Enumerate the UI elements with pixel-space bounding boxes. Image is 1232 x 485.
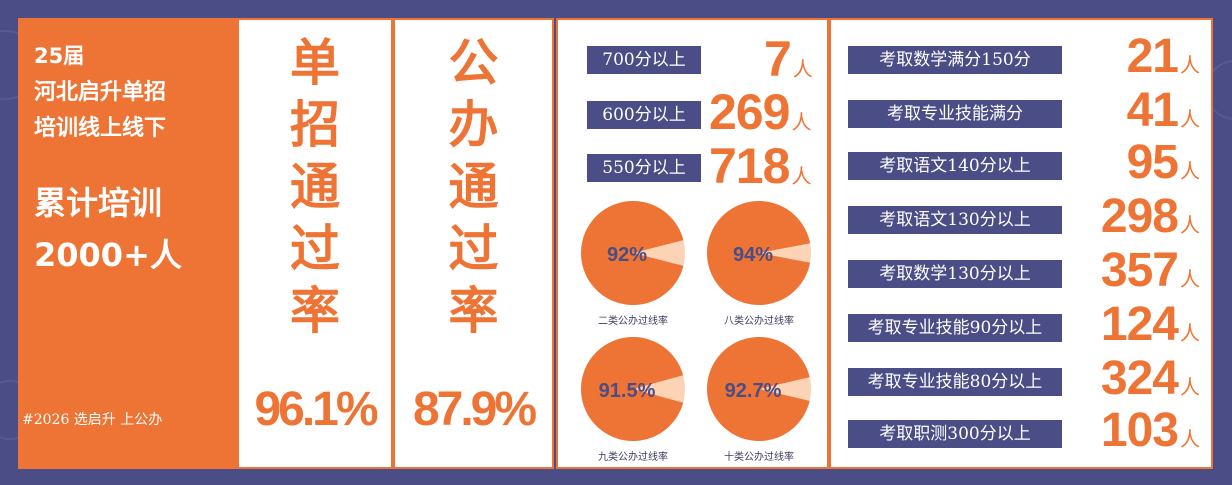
single-recruit-rate: 96.1%: [254, 383, 378, 436]
pie-main-slice: [581, 201, 684, 305]
achievement-tag: 考取语文130分以上: [848, 206, 1062, 234]
school-name: 河北启升单招: [34, 80, 167, 105]
title-char: 招: [290, 96, 340, 154]
pie-main-slice: [707, 337, 810, 441]
pie-label: 92%: [607, 244, 647, 266]
achievement-count: 298 人: [1100, 190, 1200, 243]
achievement-count: 124 人: [1100, 298, 1200, 351]
pie-caption: 九类公办过线率: [598, 452, 668, 463]
pie-caption: 二类公办过线率: [598, 316, 668, 327]
score-tag: 600分以上: [587, 101, 701, 129]
achievement-count: 95 人: [1126, 136, 1200, 189]
title-char: 率: [290, 282, 340, 340]
achievement-count: 324 人: [1100, 352, 1200, 405]
pie-chart-2: 92% 二类公办过线率: [578, 200, 688, 327]
title-char: 通: [448, 158, 499, 216]
achievement-count: 357 人: [1100, 244, 1200, 297]
achievement-count: 21 人: [1126, 30, 1200, 83]
intro-panel: [18, 18, 237, 469]
pie-caption: 八类公办过线率: [724, 316, 794, 327]
achievement-tag: 考取数学满分150分: [848, 46, 1062, 74]
public-school-panel: 公 办 通 过 率 87.9%: [393, 18, 554, 469]
pie-chart-10: 92.7% 十类公办过线率: [704, 336, 814, 463]
title-char: 单: [290, 34, 340, 92]
pie-graphic: 92.7%: [707, 337, 811, 441]
achievement-tag: 考取专业技能满分: [848, 100, 1062, 128]
pie-graphic: 94%: [707, 201, 811, 305]
achievement-tag: 考取职测300分以上: [848, 420, 1062, 448]
pie-graphic: 92%: [581, 201, 685, 305]
cohort-label: 25届: [34, 44, 85, 68]
score-count: 269 人: [709, 84, 811, 140]
pie-label: 92.7%: [725, 380, 782, 402]
achievement-tag: 考取专业技能80分以上: [848, 368, 1062, 396]
pie-chart-8: 94% 八类公办过线率: [704, 200, 814, 327]
title-char: 率: [448, 282, 499, 340]
pie-label: 94%: [733, 244, 773, 266]
pie-caption: 十类公办过线率: [724, 452, 794, 463]
achievement-panel: 考取数学满分150分 21 人考取专业技能满分 41 人考取语文140分以上 95 人考取语…: [829, 18, 1213, 469]
title-char: 通: [290, 158, 340, 216]
pie-main-slice: [707, 201, 811, 305]
score-count: 718 人: [709, 138, 811, 194]
pie-main-slice: [581, 337, 684, 441]
achievement-tag: 考取语文140分以上: [848, 152, 1062, 180]
score-tag: 700分以上: [587, 46, 701, 74]
achievement-count: 103 人: [1100, 404, 1200, 457]
single-recruit-title: 单 招 通 过 率: [239, 32, 391, 342]
achievement-tag: 考取专业技能90分以上: [848, 314, 1062, 342]
pie-chart-9: 91.5% 九类公办过线率: [578, 336, 688, 463]
cumulative-count: 2000+人: [34, 236, 182, 274]
pie-label: 91.5%: [599, 380, 656, 402]
public-school-title: 公 办 通 过 率: [395, 32, 552, 342]
title-char: 过: [290, 220, 340, 278]
title-char: 公: [448, 34, 499, 92]
achievement-tag: 考取数学130分以上: [848, 260, 1062, 288]
footer-hashtag: #2026 选启升 上公办: [22, 412, 163, 428]
score-tag: 550分以上: [587, 154, 701, 182]
single-recruit-panel: 单 招 通 过 率 96.1%: [237, 18, 393, 469]
pie-graphic: 91.5%: [581, 337, 685, 441]
title-char: 办: [448, 96, 499, 154]
cumulative-label: 累计培训: [34, 184, 163, 222]
training-mode: 培训线上线下: [34, 116, 167, 141]
achievement-count: 41 人: [1126, 84, 1200, 137]
title-char: 过: [448, 220, 499, 278]
public-school-rate: 87.9%: [412, 383, 537, 436]
